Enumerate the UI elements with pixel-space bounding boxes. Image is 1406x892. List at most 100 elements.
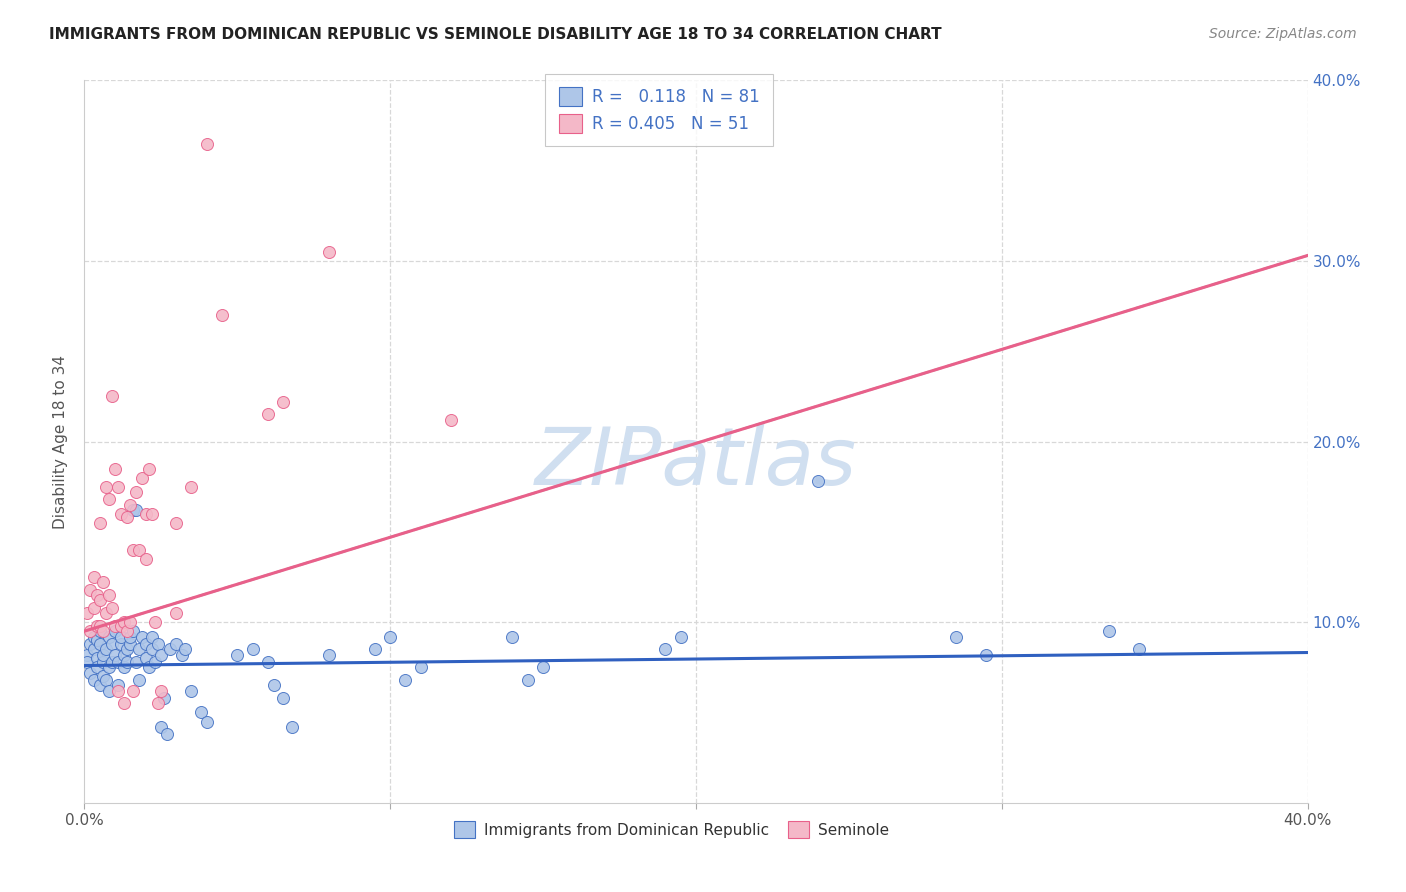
Point (440, 413, 463, 427)
Point (79, 582, 101, 597)
Point (89, 624, 111, 639)
Point (97, 660, 120, 674)
Point (86, 660, 108, 674)
Point (165, 516, 187, 530)
Point (89, 593, 111, 607)
Point (120, 498, 142, 512)
Point (125, 485, 148, 500)
Point (76, 606, 98, 620)
Point (97, 683, 120, 698)
Point (115, 510, 138, 524)
Point (257, 655, 280, 669)
Point (122, 542, 145, 557)
Point (141, 507, 163, 521)
Point (516, 673, 538, 687)
Point (89, 637, 111, 651)
Point (86, 633, 108, 648)
Point (135, 637, 157, 651)
Point (101, 637, 124, 651)
Point (141, 642, 163, 657)
Point (120, 630, 142, 644)
Point (89, 619, 111, 633)
Y-axis label: Disability Age 18 to 34: Disability Age 18 to 34 (53, 354, 69, 529)
Point (165, 606, 187, 620)
Point (257, 408, 280, 422)
Point (97, 588, 120, 602)
Point (110, 619, 132, 633)
Point (101, 600, 124, 615)
Point (807, 475, 830, 489)
Point (107, 683, 129, 698)
Point (180, 480, 202, 494)
Point (263, 678, 285, 692)
Point (380, 630, 402, 644)
Point (79, 624, 101, 639)
Point (180, 683, 202, 698)
Point (89, 516, 111, 530)
Point (115, 624, 138, 639)
Point (97, 630, 120, 644)
Point (125, 503, 148, 517)
Point (115, 642, 138, 657)
Point (107, 480, 129, 494)
Point (135, 651, 157, 665)
Point (502, 630, 524, 644)
Point (149, 683, 172, 698)
Legend: Immigrants from Dominican Republic, Seminole: Immigrants from Dominican Republic, Semi… (446, 814, 897, 846)
Point (91, 575, 114, 590)
Point (195, 714, 218, 729)
Point (104, 624, 127, 639)
Point (669, 630, 692, 644)
Point (101, 655, 124, 669)
Text: IMMIGRANTS FROM DOMINICAN REPUBLIC VS SEMINOLE DISABILITY AGE 18 TO 34 CORRELATI: IMMIGRANTS FROM DOMINICAN REPUBLIC VS SE… (49, 27, 942, 42)
Point (135, 507, 157, 521)
Point (101, 389, 124, 403)
Point (104, 648, 127, 662)
Point (271, 394, 294, 409)
Point (128, 542, 150, 557)
Point (112, 660, 135, 674)
Point (131, 471, 153, 485)
Point (104, 619, 127, 633)
Point (146, 637, 169, 651)
Point (104, 461, 127, 475)
Point (128, 642, 150, 657)
Point (94, 642, 117, 657)
Point (945, 630, 967, 644)
Point (120, 637, 142, 651)
Point (110, 630, 132, 644)
Point (83, 570, 105, 584)
Point (86, 588, 108, 602)
Point (122, 683, 145, 698)
Point (195, 136, 218, 151)
Point (120, 615, 142, 630)
Point (91, 648, 114, 662)
Point (364, 642, 387, 657)
Point (138, 461, 160, 475)
Point (112, 615, 135, 630)
Point (531, 660, 554, 674)
Point (91, 669, 114, 683)
Point (83, 600, 105, 615)
Point (128, 673, 150, 687)
Point (110, 507, 132, 521)
Point (89, 678, 111, 692)
Point (190, 706, 212, 720)
Point (76, 648, 98, 662)
Point (159, 642, 181, 657)
Point (122, 503, 145, 517)
Point (976, 648, 998, 662)
Point (122, 624, 145, 639)
Point (125, 655, 148, 669)
Point (149, 648, 172, 662)
Point (271, 691, 294, 706)
Point (112, 697, 135, 711)
Point (141, 630, 163, 644)
Point (110, 637, 132, 651)
Point (409, 660, 432, 674)
Point (86, 651, 108, 665)
Point (146, 697, 169, 711)
Point (156, 727, 179, 741)
Point (281, 720, 304, 734)
Point (79, 637, 101, 651)
